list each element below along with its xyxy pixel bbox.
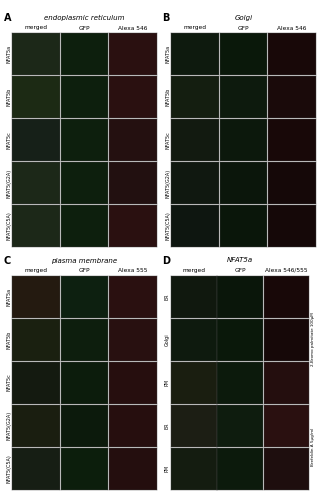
Text: NFAT5(C5A): NFAT5(C5A): [165, 212, 170, 240]
Text: NFAT5c: NFAT5c: [165, 131, 170, 149]
Text: GFP: GFP: [234, 268, 246, 273]
Text: Brefeldin A 5μg/ml: Brefeldin A 5μg/ml: [311, 428, 315, 466]
Text: 2-Bromo palmitate 100μM: 2-Bromo palmitate 100μM: [311, 312, 315, 366]
Text: Golgi: Golgi: [165, 333, 170, 346]
Text: NFAT5c: NFAT5c: [6, 131, 12, 149]
Text: GFP: GFP: [79, 268, 91, 273]
Text: NFAT5(C5A): NFAT5(C5A): [6, 454, 12, 483]
Text: merged: merged: [25, 26, 48, 30]
Text: NFAT5b: NFAT5b: [6, 88, 12, 106]
Text: GFP: GFP: [238, 26, 249, 30]
Text: endoplasmic reticulum: endoplasmic reticulum: [44, 15, 125, 21]
Text: NFAT5a: NFAT5a: [6, 45, 12, 63]
Text: plasma membrane: plasma membrane: [51, 258, 117, 264]
Text: PM: PM: [165, 379, 170, 386]
Text: NFAT5a: NFAT5a: [6, 288, 12, 306]
Text: GFP: GFP: [79, 26, 91, 30]
Text: NFAT5a: NFAT5a: [227, 258, 253, 264]
Text: NFAT5(G2A): NFAT5(G2A): [6, 168, 12, 198]
Text: Alexa 546: Alexa 546: [277, 26, 307, 30]
Text: NFAT5(C5A): NFAT5(C5A): [6, 212, 12, 240]
Text: merged: merged: [182, 268, 205, 273]
Text: ER: ER: [165, 293, 170, 300]
Text: D: D: [162, 256, 170, 266]
Text: NFAT5c: NFAT5c: [6, 374, 12, 392]
Text: C: C: [4, 256, 11, 266]
Text: NFAT5b: NFAT5b: [165, 88, 170, 106]
Text: merged: merged: [25, 268, 48, 273]
Text: Alexa 546/555: Alexa 546/555: [265, 268, 308, 273]
Text: Alexa 546: Alexa 546: [118, 26, 148, 30]
Text: ER: ER: [165, 422, 170, 429]
Text: B: B: [162, 13, 170, 23]
Text: Alexa 555: Alexa 555: [118, 268, 148, 273]
Text: merged: merged: [184, 26, 206, 30]
Text: NFAT5(G2A): NFAT5(G2A): [6, 411, 12, 440]
Text: Golgi: Golgi: [234, 15, 253, 21]
Text: A: A: [4, 13, 11, 23]
Text: PM: PM: [165, 465, 170, 472]
Text: NFAT5a: NFAT5a: [165, 45, 170, 63]
Text: NFAT5(G2A): NFAT5(G2A): [165, 168, 170, 198]
Text: NFAT5b: NFAT5b: [6, 330, 12, 348]
